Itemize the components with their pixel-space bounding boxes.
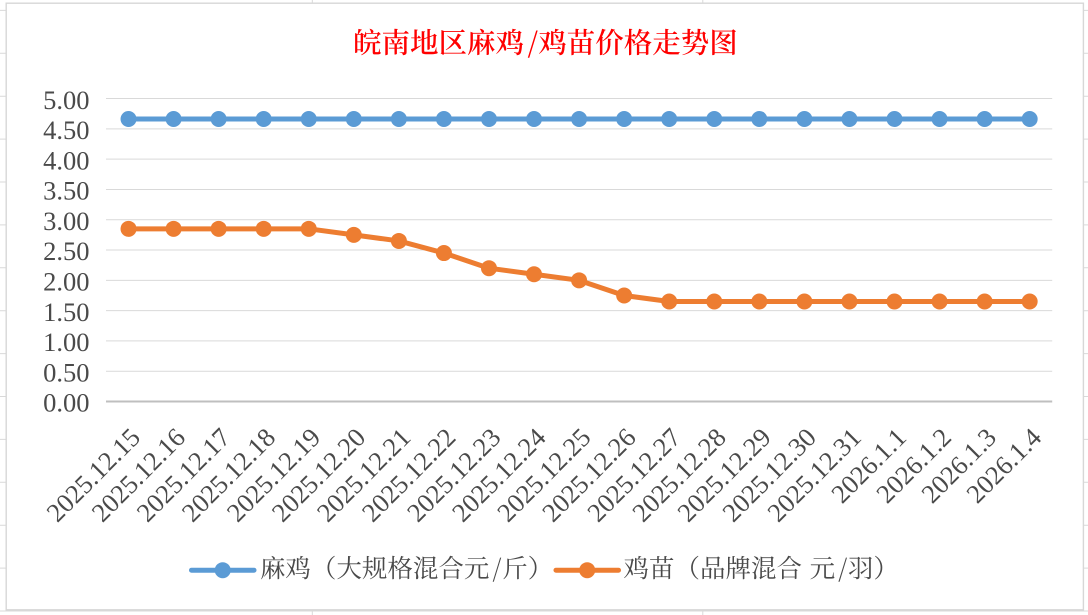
svg-text:0.50: 0.50 [43, 357, 89, 387]
svg-text:0.00: 0.00 [43, 388, 89, 418]
svg-text:4.00: 4.00 [43, 145, 89, 175]
svg-text:3.50: 3.50 [43, 176, 89, 206]
svg-text:4.50: 4.50 [43, 115, 89, 145]
svg-text:2.50: 2.50 [43, 236, 89, 266]
svg-text:5.00: 5.00 [43, 85, 89, 115]
svg-text:1.00: 1.00 [43, 327, 89, 357]
svg-text:1.50: 1.50 [43, 297, 89, 327]
svg-text:2.00: 2.00 [43, 267, 89, 297]
svg-text:3.00: 3.00 [43, 206, 89, 236]
